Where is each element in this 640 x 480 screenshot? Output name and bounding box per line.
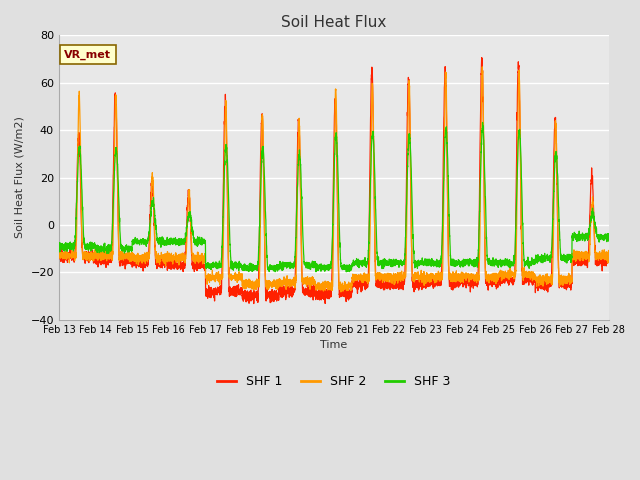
- Y-axis label: Soil Heat Flux (W/m2): Soil Heat Flux (W/m2): [15, 117, 25, 239]
- X-axis label: Time: Time: [320, 340, 348, 350]
- Title: Soil Heat Flux: Soil Heat Flux: [281, 15, 387, 30]
- Legend: SHF 1, SHF 2, SHF 3: SHF 1, SHF 2, SHF 3: [212, 370, 455, 393]
- Text: VR_met: VR_met: [65, 49, 111, 60]
